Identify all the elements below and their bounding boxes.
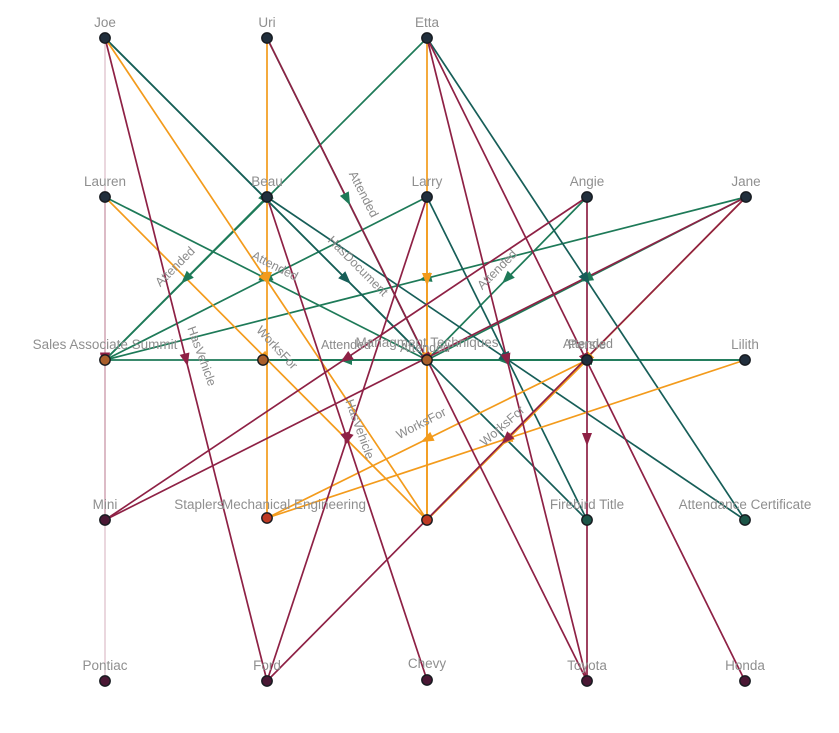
node-mini[interactable]	[99, 514, 111, 526]
node-label-sas: Sales Associate Summit	[33, 337, 178, 352]
node-label-honda: Honda	[725, 658, 765, 673]
arrowhead-icon-angie-mini	[340, 351, 354, 363]
arrowhead-icon-beau-sas	[181, 270, 194, 284]
node-labels-layer: Joe Uri Etta Lauren Beau Larry Angie Jane Sales …	[33, 15, 812, 673]
arrowhead-icon-joe-firebird	[338, 271, 351, 284]
node-sas[interactable]	[99, 354, 111, 366]
node-chevy[interactable]	[421, 674, 433, 686]
node-label-etta: Etta	[415, 15, 440, 30]
node-label-toyota: Toyota	[567, 658, 607, 673]
edge-label-lilith-mt: Attended	[563, 337, 613, 351]
nodes-layer	[99, 32, 752, 687]
node-label-beau: Beau	[251, 174, 283, 189]
node-firebird[interactable]	[581, 514, 593, 526]
arrowhead-icon-joe-ford	[179, 352, 190, 367]
node-staplers[interactable]	[261, 512, 273, 524]
node-label-uri: Uri	[258, 15, 275, 30]
node-label-mini: Mini	[93, 497, 118, 512]
node-label-ford: Ford	[253, 658, 281, 673]
arrowhead-icon-etta-toyota	[500, 352, 511, 367]
node-joe[interactable]	[99, 32, 111, 44]
node-lilith[interactable]	[739, 354, 751, 366]
node-ford[interactable]	[261, 675, 273, 687]
arrowhead-icon-etta-mecheng	[422, 273, 432, 286]
node-label-staplers: Staplers	[174, 497, 224, 512]
arrowhead-icon-uri-mt	[339, 191, 351, 206]
node-beau[interactable]	[261, 191, 273, 203]
node-pontiac[interactable]	[99, 675, 111, 687]
arrowhead-icon-angie-toyota	[582, 433, 592, 446]
edge-label-persie-staplers: WorksFor	[394, 405, 448, 442]
node-label-pontiac: Pontiac	[82, 658, 127, 673]
node-label-lilith: Lilith	[731, 337, 759, 352]
arrowhead-icon-beau-chevy	[340, 431, 350, 446]
node-label-lauren: Lauren	[84, 174, 126, 189]
edge-label-persie-event2: Attended	[400, 341, 450, 355]
node-attcert[interactable]	[739, 514, 751, 526]
node-label-mt: Managment Techniques	[355, 335, 498, 350]
node-label-jane: Jane	[731, 174, 760, 189]
node-lauren[interactable]	[99, 191, 111, 203]
node-etta[interactable]	[421, 32, 433, 44]
node-label-angie: Angie	[570, 174, 605, 189]
edge-label-joe-ford: HasVehicle	[184, 324, 219, 388]
node-event2[interactable]	[257, 354, 269, 366]
node-larry[interactable]	[421, 191, 433, 203]
edge-label-uri-mt: Attended	[346, 169, 381, 220]
arrowhead-icon-etta-attcert	[578, 271, 590, 285]
node-label-persie: Persie	[568, 337, 606, 352]
arrowhead-icon-angie-mt	[502, 270, 515, 284]
node-mecheng[interactable]	[421, 514, 433, 526]
edge-label-persie-sas: Attended	[321, 338, 371, 352]
node-label-firebird: Firebird Title	[550, 497, 624, 512]
node-uri[interactable]	[261, 32, 273, 44]
node-label-larry: Larry	[412, 174, 443, 189]
arrowhead-icon-jane-ford	[501, 431, 515, 444]
node-mt[interactable]	[421, 354, 433, 366]
node-label-attcert: Attendance Certificate	[679, 497, 812, 512]
node-label-chevy: Chevy	[408, 656, 447, 671]
node-toyota[interactable]	[581, 675, 593, 687]
node-label-joe: Joe	[94, 15, 116, 30]
node-angie[interactable]	[581, 191, 593, 203]
node-label-mecheng: Mechanical Engineering	[222, 497, 366, 512]
arrowhead-icon-joe-mecheng	[258, 271, 270, 285]
arrowhead-icon-persie-staplers	[420, 431, 435, 443]
node-persie[interactable]	[581, 354, 593, 366]
node-jane[interactable]	[740, 191, 752, 203]
node-honda[interactable]	[739, 675, 751, 687]
